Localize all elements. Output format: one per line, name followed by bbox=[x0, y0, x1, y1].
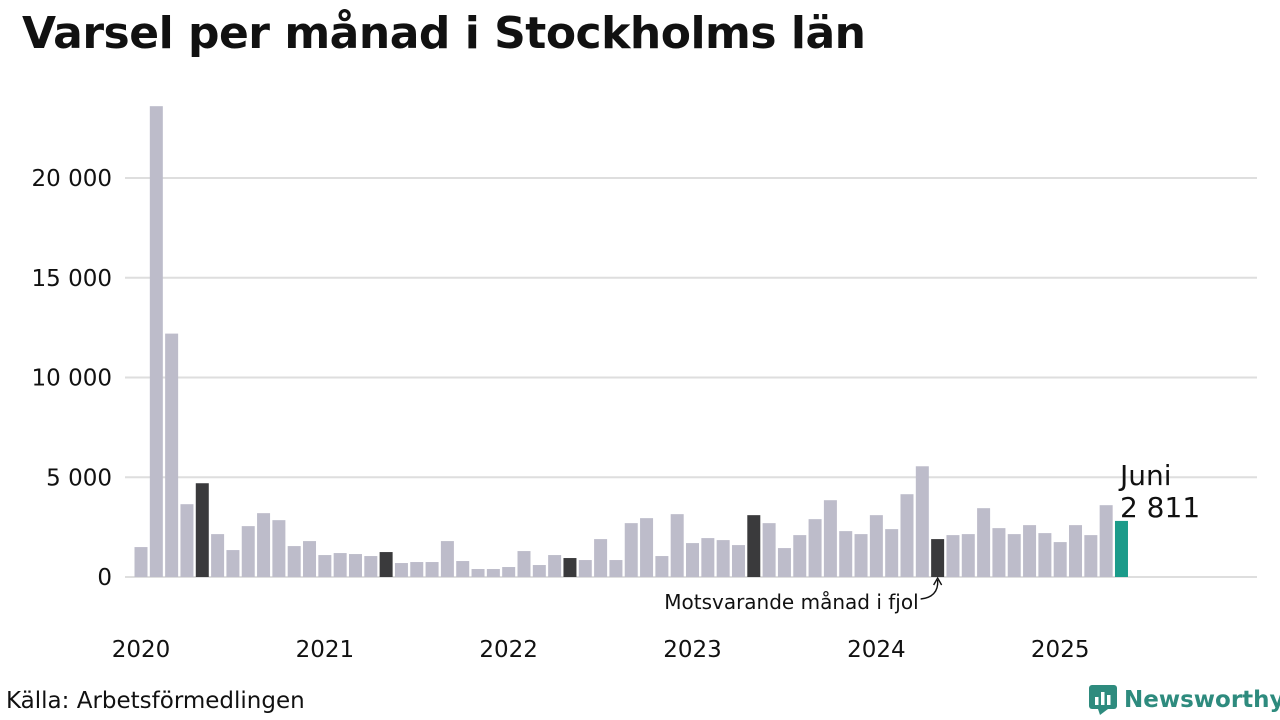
y-tick-label: 0 bbox=[97, 565, 112, 591]
bar-current-month bbox=[1114, 520, 1128, 577]
grid-lines bbox=[125, 177, 1257, 578]
bar bbox=[548, 555, 562, 577]
bar bbox=[854, 534, 868, 577]
bar bbox=[165, 333, 179, 577]
bar bbox=[1023, 525, 1037, 577]
bar bbox=[670, 514, 684, 577]
bar bbox=[502, 567, 516, 577]
bar bbox=[471, 569, 485, 577]
x-tick-label: 2022 bbox=[479, 637, 538, 663]
bar bbox=[731, 545, 745, 577]
bar bbox=[762, 523, 776, 577]
newsworthy-logo: Newsworthy bbox=[1088, 684, 1280, 716]
source-note: Källa: Arbetsförmedlingen bbox=[6, 688, 305, 714]
bar bbox=[486, 569, 500, 577]
bar bbox=[655, 556, 669, 577]
newsworthy-logo-text: Newsworthy bbox=[1124, 687, 1280, 713]
x-axis: 2020 2021 2022 2023 2024 2025 bbox=[112, 637, 1090, 663]
bars bbox=[134, 106, 1128, 578]
bar bbox=[348, 554, 362, 577]
bar bbox=[686, 543, 700, 577]
bar bbox=[456, 561, 470, 577]
y-tick-label: 15 000 bbox=[32, 266, 112, 292]
annotation-arrow bbox=[920, 579, 939, 600]
chart-title: Varsel per månad i Stockholms län bbox=[22, 8, 866, 59]
bar bbox=[425, 562, 439, 577]
bar bbox=[594, 539, 608, 577]
bar bbox=[333, 553, 347, 577]
bar bbox=[900, 494, 914, 577]
bar bbox=[793, 535, 807, 577]
bar bbox=[1084, 535, 1098, 577]
x-tick-label: 2024 bbox=[847, 637, 906, 663]
bar bbox=[1053, 542, 1067, 577]
bar bbox=[915, 466, 929, 577]
bar bbox=[1069, 525, 1083, 577]
bar bbox=[180, 504, 194, 577]
bar bbox=[961, 534, 975, 577]
x-tick-label: 2021 bbox=[296, 637, 355, 663]
bar bbox=[303, 541, 317, 577]
bar bbox=[977, 508, 991, 577]
bar bbox=[272, 520, 286, 577]
bar bbox=[808, 519, 822, 577]
bar bbox=[394, 563, 408, 577]
bar bbox=[624, 523, 638, 577]
current-month-label: Juni bbox=[1118, 459, 1172, 492]
bar bbox=[149, 106, 163, 578]
bar bbox=[318, 555, 332, 577]
y-tick-label: 5 000 bbox=[46, 465, 112, 491]
x-tick-label: 2023 bbox=[663, 637, 722, 663]
bar bbox=[226, 550, 240, 577]
bar bbox=[410, 562, 424, 577]
x-tick-label: 2025 bbox=[1031, 637, 1090, 663]
bar bbox=[517, 551, 531, 577]
x-tick-label: 2020 bbox=[112, 637, 171, 663]
bar bbox=[777, 548, 791, 577]
y-axis: 0 5 000 10 000 15 000 20 000 bbox=[32, 166, 112, 591]
bar-same-month-last-year bbox=[747, 515, 761, 577]
bar bbox=[839, 531, 853, 577]
bar bbox=[578, 560, 592, 577]
bar bbox=[869, 515, 883, 577]
bar bbox=[364, 556, 378, 577]
bar bbox=[1038, 533, 1052, 577]
bar bbox=[1099, 505, 1113, 577]
y-tick-label: 10 000 bbox=[32, 366, 112, 392]
bar bbox=[640, 518, 654, 577]
bar bbox=[1007, 534, 1021, 577]
bar-same-month-last-year bbox=[195, 483, 209, 577]
bar bbox=[287, 546, 301, 577]
bar bbox=[241, 526, 255, 577]
bar bbox=[134, 547, 148, 577]
newsworthy-logo-icon bbox=[1089, 685, 1117, 715]
annotation-arrowhead bbox=[933, 576, 943, 586]
bar bbox=[885, 529, 899, 577]
bar bbox=[532, 565, 546, 577]
bar bbox=[716, 540, 730, 577]
bar bbox=[946, 535, 960, 577]
bar bbox=[609, 560, 623, 577]
bar bbox=[211, 534, 225, 577]
bar-same-month-last-year bbox=[931, 539, 945, 577]
bar-same-month-last-year bbox=[563, 558, 577, 577]
bar bbox=[992, 528, 1006, 577]
current-value-label: 2 811 bbox=[1120, 491, 1200, 524]
bar-same-month-last-year bbox=[379, 552, 393, 577]
bar bbox=[440, 541, 454, 577]
bar bbox=[257, 513, 271, 577]
bar bbox=[823, 500, 837, 577]
y-tick-label: 20 000 bbox=[32, 166, 112, 192]
bar bbox=[701, 538, 715, 577]
annotation-text: Motsvarande månad i fjol bbox=[664, 590, 918, 614]
